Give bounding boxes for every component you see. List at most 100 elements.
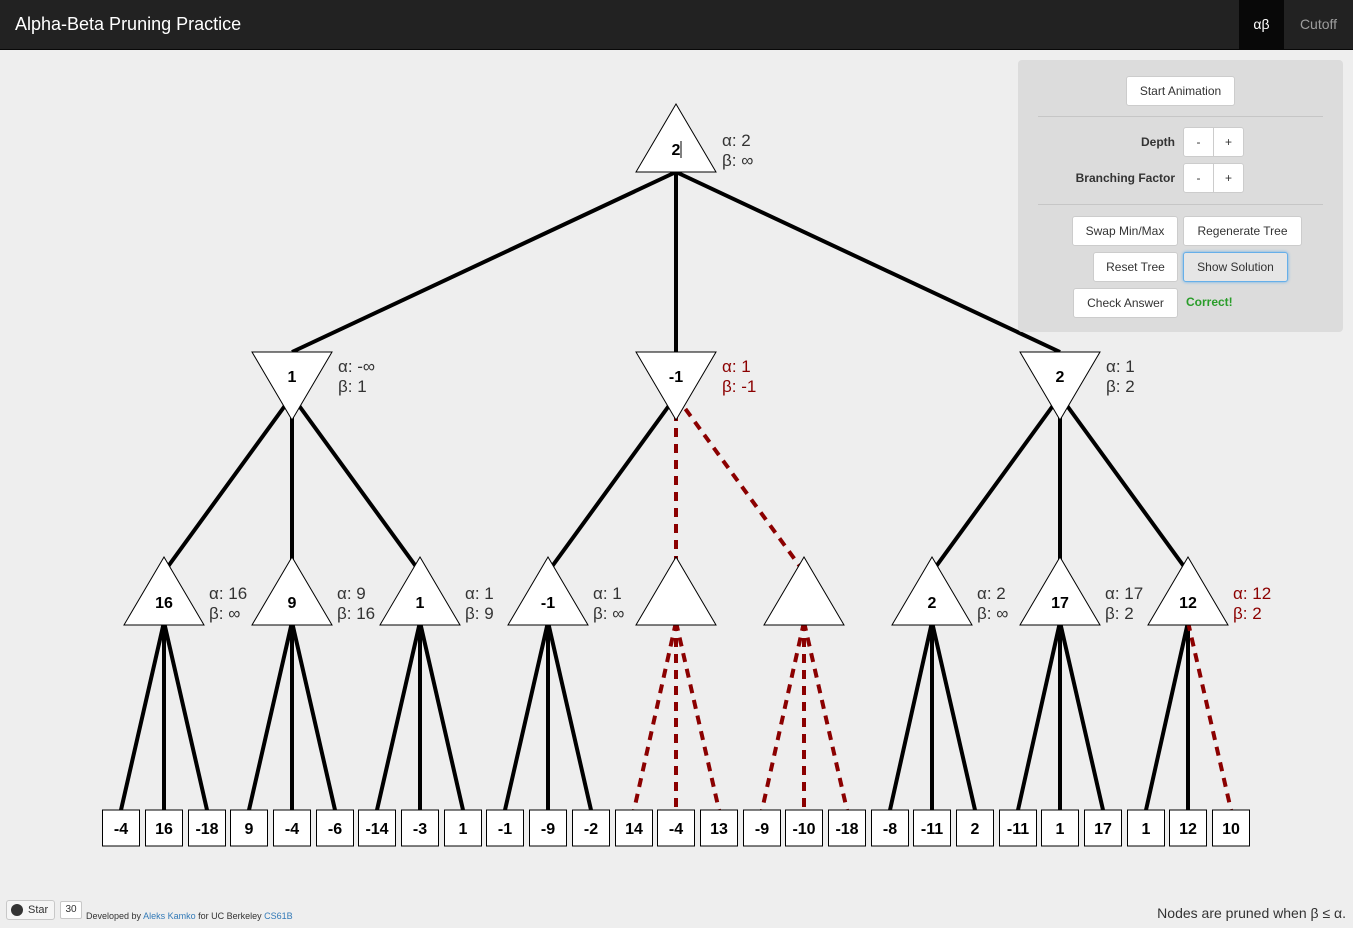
- leaf-node[interactable]: [486, 809, 524, 847]
- node-beta: β: ∞: [209, 604, 240, 623]
- course-link[interactable]: CS61B: [264, 911, 293, 921]
- pruning-rule-note: Nodes are pruned when β ≤ α.: [1157, 905, 1346, 921]
- min-node-value: 1: [288, 369, 297, 386]
- leaf-value: -6: [328, 821, 342, 838]
- tree-edge: [375, 621, 422, 811]
- max-node-value: 17: [1051, 595, 1069, 612]
- leaf-node[interactable]: [913, 809, 951, 847]
- leaf-value: -14: [365, 821, 388, 838]
- max-node[interactable]: [1147, 556, 1229, 626]
- min-node[interactable]: [1019, 351, 1101, 421]
- root-beta: β: ∞: [722, 151, 753, 170]
- max-node[interactable]: [1019, 556, 1101, 626]
- leaf-node[interactable]: [273, 809, 311, 847]
- credit-for: for UC Berkeley: [198, 911, 262, 921]
- max-node-value: 16: [155, 595, 173, 612]
- leaf-node[interactable]: [230, 809, 268, 847]
- leaf-node[interactable]: [828, 809, 866, 847]
- leaf-node[interactable]: [188, 809, 226, 847]
- min-node[interactable]: [251, 351, 333, 421]
- leaf-node[interactable]: [956, 809, 994, 847]
- leaf-node[interactable]: [1212, 809, 1250, 847]
- root-max-node[interactable]: [635, 103, 717, 173]
- leaf-node[interactable]: [401, 809, 439, 847]
- tree-edge: [290, 621, 337, 811]
- leaf-node[interactable]: [785, 809, 823, 847]
- swap-min-max-button[interactable]: Swap Min/Max: [1072, 216, 1178, 246]
- tree-edge: [162, 621, 209, 811]
- tree-edge: [888, 621, 934, 811]
- leaf-node[interactable]: [999, 809, 1037, 847]
- tree-edge: [546, 394, 678, 574]
- branching-decrease-button[interactable]: -: [1183, 163, 1214, 193]
- reset-tree-button[interactable]: Reset Tree: [1093, 252, 1178, 282]
- start-animation-button[interactable]: Start Animation: [1126, 76, 1235, 106]
- leaf-node[interactable]: [102, 809, 140, 847]
- panel-divider: [1038, 204, 1323, 205]
- node-beta: β: ∞: [977, 604, 1008, 623]
- leaf-value: -9: [755, 821, 769, 838]
- leaf-node[interactable]: [1169, 809, 1207, 847]
- tree-edge: [1058, 621, 1105, 811]
- leaf-node[interactable]: [529, 809, 567, 847]
- max-node[interactable]: [507, 556, 589, 626]
- depth-increase-button[interactable]: +: [1213, 127, 1244, 157]
- author-link[interactable]: Aleks Kamko: [143, 911, 196, 921]
- leaf-node[interactable]: [358, 809, 396, 847]
- node-alpha: α: 16: [209, 584, 247, 603]
- game-tree: 2α: 2β: ∞1α: -∞β: 1 -1α: 1β: -1 2α: 1β: 21…: [102, 103, 1271, 847]
- control-panel: Start Animation Depth - + Branching Fact…: [1018, 60, 1343, 332]
- show-solution-button[interactable]: Show Solution: [1183, 252, 1288, 282]
- max-node[interactable]: [763, 556, 845, 626]
- max-node[interactable]: [251, 556, 333, 626]
- regenerate-tree-button[interactable]: Regenerate Tree: [1183, 216, 1302, 246]
- leaf-node[interactable]: [1127, 809, 1165, 847]
- leaf-node[interactable]: [615, 809, 653, 847]
- leaf-value: 16: [155, 821, 173, 838]
- depth-decrease-button[interactable]: -: [1183, 127, 1214, 157]
- branching-increase-button[interactable]: +: [1213, 163, 1244, 193]
- leaf-node[interactable]: [743, 809, 781, 847]
- tree-edge: [162, 394, 294, 574]
- leaf-node[interactable]: [572, 809, 610, 847]
- check-answer-button[interactable]: Check Answer: [1073, 288, 1178, 318]
- tab-cutoff[interactable]: Cutoff: [1299, 16, 1338, 32]
- leaf-node[interactable]: [700, 809, 738, 847]
- answer-status: Correct!: [1186, 295, 1233, 309]
- github-icon: [11, 904, 23, 916]
- leaf-value: 14: [625, 821, 643, 838]
- tree-edge: [1016, 621, 1062, 811]
- max-node-value: 1: [416, 595, 425, 612]
- node-alpha: α: -∞: [338, 357, 375, 376]
- node-alpha: α: 12: [1233, 584, 1271, 603]
- leaf-node[interactable]: [1084, 809, 1122, 847]
- leaf-node[interactable]: [316, 809, 354, 847]
- tree-edge: [930, 394, 1062, 574]
- max-node[interactable]: [635, 556, 717, 626]
- leaf-node[interactable]: [657, 809, 695, 847]
- node-alpha: α: 1: [593, 584, 622, 603]
- tree-edge: [675, 170, 1061, 354]
- leaf-value: -4: [114, 821, 128, 838]
- min-node[interactable]: [635, 351, 717, 421]
- star-count[interactable]: 30: [60, 901, 82, 919]
- max-node-value: 12: [1179, 595, 1197, 612]
- max-node[interactable]: [891, 556, 973, 626]
- github-star-button[interactable]: Star: [6, 900, 55, 920]
- max-node[interactable]: [123, 556, 205, 626]
- tab-alpha-beta[interactable]: αβ: [1239, 0, 1284, 50]
- tree-edge: [802, 621, 849, 811]
- app-title[interactable]: Alpha-Beta Pruning Practice: [15, 14, 242, 34]
- leaf-node[interactable]: [444, 809, 482, 847]
- credit-prefix: Developed by: [86, 911, 142, 921]
- leaf-value: 2: [971, 821, 980, 838]
- leaf-node[interactable]: [145, 809, 183, 847]
- leaf-node[interactable]: [871, 809, 909, 847]
- max-node[interactable]: [379, 556, 461, 626]
- leaf-value: 9: [245, 821, 254, 838]
- tree-edge: [1186, 621, 1233, 811]
- leaf-node[interactable]: [1041, 809, 1079, 847]
- leaf-value: 1: [1142, 821, 1151, 838]
- depth-stepper: - +: [1183, 127, 1245, 157]
- tree-edge: [1144, 621, 1190, 811]
